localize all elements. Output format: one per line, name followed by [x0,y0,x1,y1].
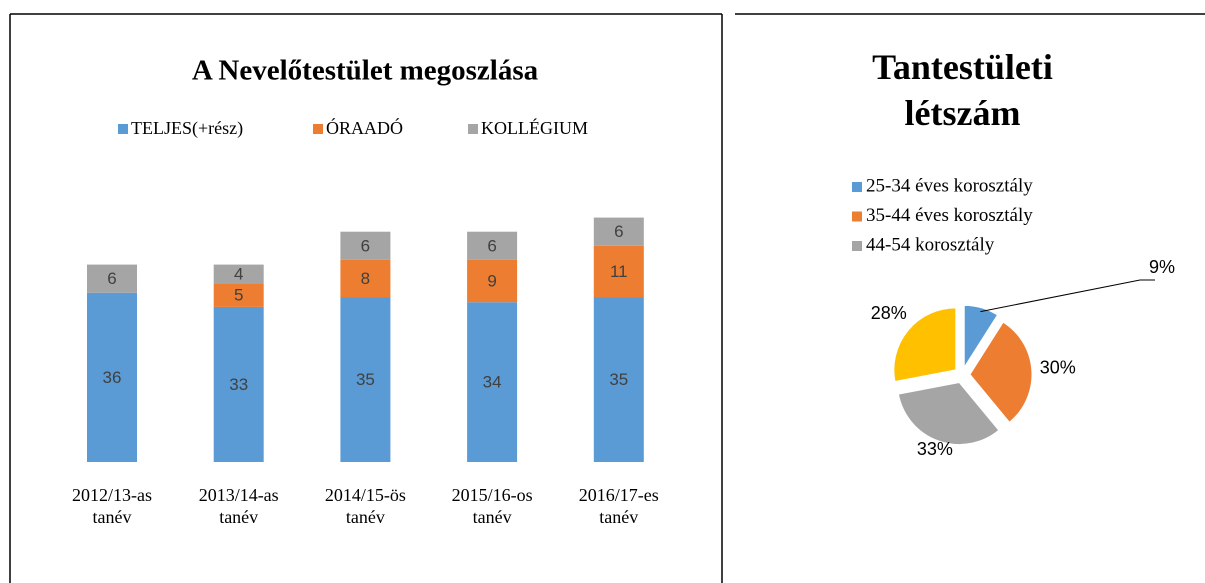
data-label: 4 [234,264,243,283]
pie-slice [897,381,1000,445]
data-label: 28% [871,303,907,323]
bar-segment [593,245,644,298]
bar-segment [87,292,137,462]
bar-segment [340,259,391,298]
data-label: 35 [609,370,628,389]
legend-marker [852,211,862,222]
x-tick-label: 2013/14-as tanév [198,485,279,527]
data-label: 6 [361,236,370,255]
bar-segment [467,302,518,462]
pie-slice [963,304,999,370]
data-label: 5 [234,286,243,305]
data-label: 30% [1040,358,1076,378]
bar-segment [467,231,518,260]
bar-segment [213,264,264,284]
bar-segment [213,306,264,462]
legend-label: KOLLÉGIUM [481,117,588,138]
legend-label: 25-34 éves korosztály [866,175,1033,196]
data-label: 6 [614,222,623,241]
x-tick-label: 2014/15-ös tanév [324,485,406,527]
bar-segment [87,264,137,293]
x-tick-label: 2012/13-as tanév [72,485,152,527]
legend-label: 44-54 korosztály [866,234,995,255]
pie-slice [969,321,1033,423]
bar-segment [467,259,518,303]
legend-marker [468,124,478,134]
data-label: 34 [483,373,502,392]
bar-segment [340,297,391,462]
x-tick-label: 2016/17-es tanév [578,485,659,527]
data-label: 11 [610,262,628,281]
data-label: 33 [229,375,248,394]
data-label: 6 [487,236,496,255]
data-label: 6 [107,269,116,288]
bar-segment [593,217,644,246]
x-tick-label: 2015/16-os tanév [451,485,533,527]
legend-label: TELJES(+rész) [131,118,243,139]
data-label: 8 [361,269,370,288]
data-label: 35 [356,370,375,389]
legend-marker [118,124,128,134]
legend-marker [852,241,862,251]
data-label: 33% [917,439,953,459]
data-label: 36 [103,368,122,387]
data-label: 9 [487,272,496,291]
bar-segment [213,283,264,307]
leader-line [980,279,1155,313]
bar-segment [340,231,391,260]
bar-segment [593,297,644,462]
chart-title: Tantestületi létszám [872,47,1053,133]
legend-label: 35-44 éves korosztály [866,205,1033,226]
legend-label: ÓRAADÓ [326,117,403,138]
legend-marker [313,124,323,134]
pie-slice [893,307,957,383]
legend-marker [852,182,862,192]
chart-title: A Nevelőtestület megoszlása [192,55,539,87]
data-label: 9% [1149,257,1175,277]
